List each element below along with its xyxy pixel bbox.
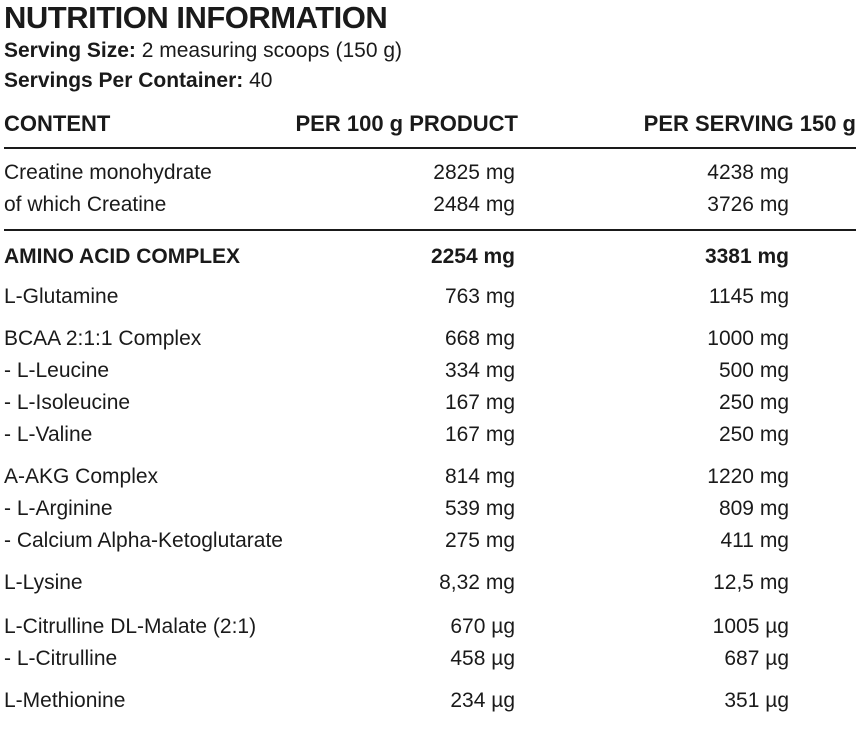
per-serving-value: 12,5 mg xyxy=(713,571,789,594)
table-header: CONTENT PER 100 g PRODUCT PER SERVING 15… xyxy=(4,103,856,149)
table-row: - L-Valine 167 mg 250 mg xyxy=(4,419,856,451)
per-serving-value: 411 mg xyxy=(720,529,790,552)
page-title: NUTRITION INFORMATION xyxy=(4,0,388,35)
per-100g-value: 2484 mg xyxy=(433,193,515,216)
nutrient-name: - Calcium Alpha-Ketoglutarate xyxy=(4,529,283,552)
serving-size-label: Serving Size: xyxy=(4,39,136,62)
table-body: Creatine monohydrate 2825 mg 4238 mg of whi… xyxy=(4,149,856,717)
nutrient-name: Creatine monohydrate xyxy=(4,161,212,184)
table-row: - L-Citrulline 458 µg 687 µg xyxy=(4,643,856,675)
per-serving-value: 250 mg xyxy=(718,391,789,414)
servings-per-container-label: Servings Per Container: xyxy=(4,69,244,92)
per-100g-value: 334 mg xyxy=(444,359,515,382)
per-serving-value: 809 mg xyxy=(718,497,789,520)
table-row: of which Creatine 2484 mg 3726 mg xyxy=(4,189,856,221)
per-100g-value: 668 mg xyxy=(444,327,515,350)
per-serving-value: 4238 mg xyxy=(707,161,789,184)
per-100g-value: 763 mg xyxy=(444,285,515,308)
table-row: - L-Isoleucine 167 mg 250 mg xyxy=(4,387,856,419)
per-serving-value: 250 mg xyxy=(718,423,789,446)
table-row: L-Lysine 8,32 mg 12,5 mg xyxy=(4,567,856,599)
table-group: BCAA 2:1:1 Complex 668 mg 1000 mg - L-Leuci… xyxy=(4,313,856,451)
nutrient-name: - L-Isoleucine xyxy=(4,391,131,414)
servings-per-container: Servings Per Container: 40 xyxy=(4,66,856,96)
servings-per-container-value: 40 xyxy=(243,69,273,92)
per-100g-value: 167 mg xyxy=(444,423,515,446)
per-serving-value: 3381 mg xyxy=(704,245,789,268)
table-group: L-Citrulline DL-Malate (2:1) 670 µg 1005 µ… xyxy=(4,599,856,675)
per-100g-value: 234 µg xyxy=(450,689,515,712)
table-group: L-Glutamine 763 mg 1145 mg xyxy=(4,273,856,313)
per-serving-value: 3726 mg xyxy=(707,193,789,216)
nutrient-name: BCAA 2:1:1 Complex xyxy=(4,327,202,350)
serving-size: Serving Size: 2 measuring scoops (150 g) xyxy=(4,36,856,66)
nutrient-name: - L-Citrulline xyxy=(4,647,118,670)
nutrient-name: of which Creatine xyxy=(4,193,167,216)
per-100g-value: 2254 mg xyxy=(430,245,515,268)
table-group: Creatine monohydrate 2825 mg 4238 mg of whi… xyxy=(4,149,856,231)
nutrient-name: L-Citrulline DL-Malate (2:1) xyxy=(4,615,257,638)
per-100g-value: 2825 mg xyxy=(433,161,515,184)
per-100g-value: 8,32 mg xyxy=(439,571,515,594)
per-serving-value: 1145 mg xyxy=(708,285,789,308)
table-row: A-AKG Complex 814 mg 1220 mg xyxy=(4,461,856,493)
nutrient-name: A-AKG Complex xyxy=(4,465,159,488)
table-row: BCAA 2:1:1 Complex 668 mg 1000 mg xyxy=(4,323,856,355)
table-group: A-AKG Complex 814 mg 1220 mg - L-Arginine 53… xyxy=(4,451,856,557)
table-row: - Calcium Alpha-Ketoglutarate 275 mg 411 m… xyxy=(4,525,856,557)
nutrient-name: L-Methionine xyxy=(4,689,126,712)
table-row: AMINO ACID COMPLEX 2254 mg 3381 mg xyxy=(4,241,856,273)
table-row: L-Methionine 234 µg 351 µg xyxy=(4,685,856,717)
per-100g-value: 670 µg xyxy=(450,615,515,638)
per-serving-value: 1005 µg xyxy=(712,615,789,638)
nutrient-name: AMINO ACID COMPLEX xyxy=(4,245,241,268)
per-serving-value: 351 µg xyxy=(724,689,789,712)
table-group: AMINO ACID COMPLEX 2254 mg 3381 mg xyxy=(4,231,856,273)
nutrient-name: L-Lysine xyxy=(4,571,83,594)
column-header-per-serving: PER SERVING 150 g xyxy=(643,111,856,136)
serving-size-value: 2 measuring scoops (150 g) xyxy=(135,39,403,62)
per-100g-value: 539 mg xyxy=(444,497,515,520)
nutrient-name: L-Glutamine xyxy=(4,285,119,308)
per-serving-value: 1000 mg xyxy=(707,327,789,350)
nutrition-panel: NUTRITION INFORMATION Serving Size: 2 me… xyxy=(4,0,856,717)
column-header-content: CONTENT xyxy=(4,111,111,136)
table-group: L-Methionine 234 µg 351 µg xyxy=(4,675,856,717)
per-100g-value: 458 µg xyxy=(450,647,515,670)
table-row: L-Citrulline DL-Malate (2:1) 670 µg 1005 µ… xyxy=(4,611,856,643)
per-serving-value: 1220 mg xyxy=(707,465,789,488)
nutrient-name: - L-Leucine xyxy=(4,359,110,382)
nutrient-name: - L-Valine xyxy=(4,423,93,446)
table-row: - L-Arginine 539 mg 809 mg xyxy=(4,493,856,525)
table-row: L-Glutamine 763 mg 1145 mg xyxy=(4,281,856,313)
table-row: Creatine monohydrate 2825 mg 4238 mg xyxy=(4,157,856,189)
table-group: L-Lysine 8,32 mg 12,5 mg xyxy=(4,557,856,599)
per-serving-value: 687 µg xyxy=(724,647,789,670)
per-100g-value: 167 mg xyxy=(444,391,515,414)
column-header-per-100g: PER 100 g PRODUCT xyxy=(295,111,519,136)
per-100g-value: 275 mg xyxy=(444,529,515,552)
per-serving-value: 500 mg xyxy=(718,359,789,382)
table-row: - L-Leucine 334 mg 500 mg xyxy=(4,355,856,387)
per-100g-value: 814 mg xyxy=(444,465,515,488)
nutrient-name: - L-Arginine xyxy=(4,497,113,520)
